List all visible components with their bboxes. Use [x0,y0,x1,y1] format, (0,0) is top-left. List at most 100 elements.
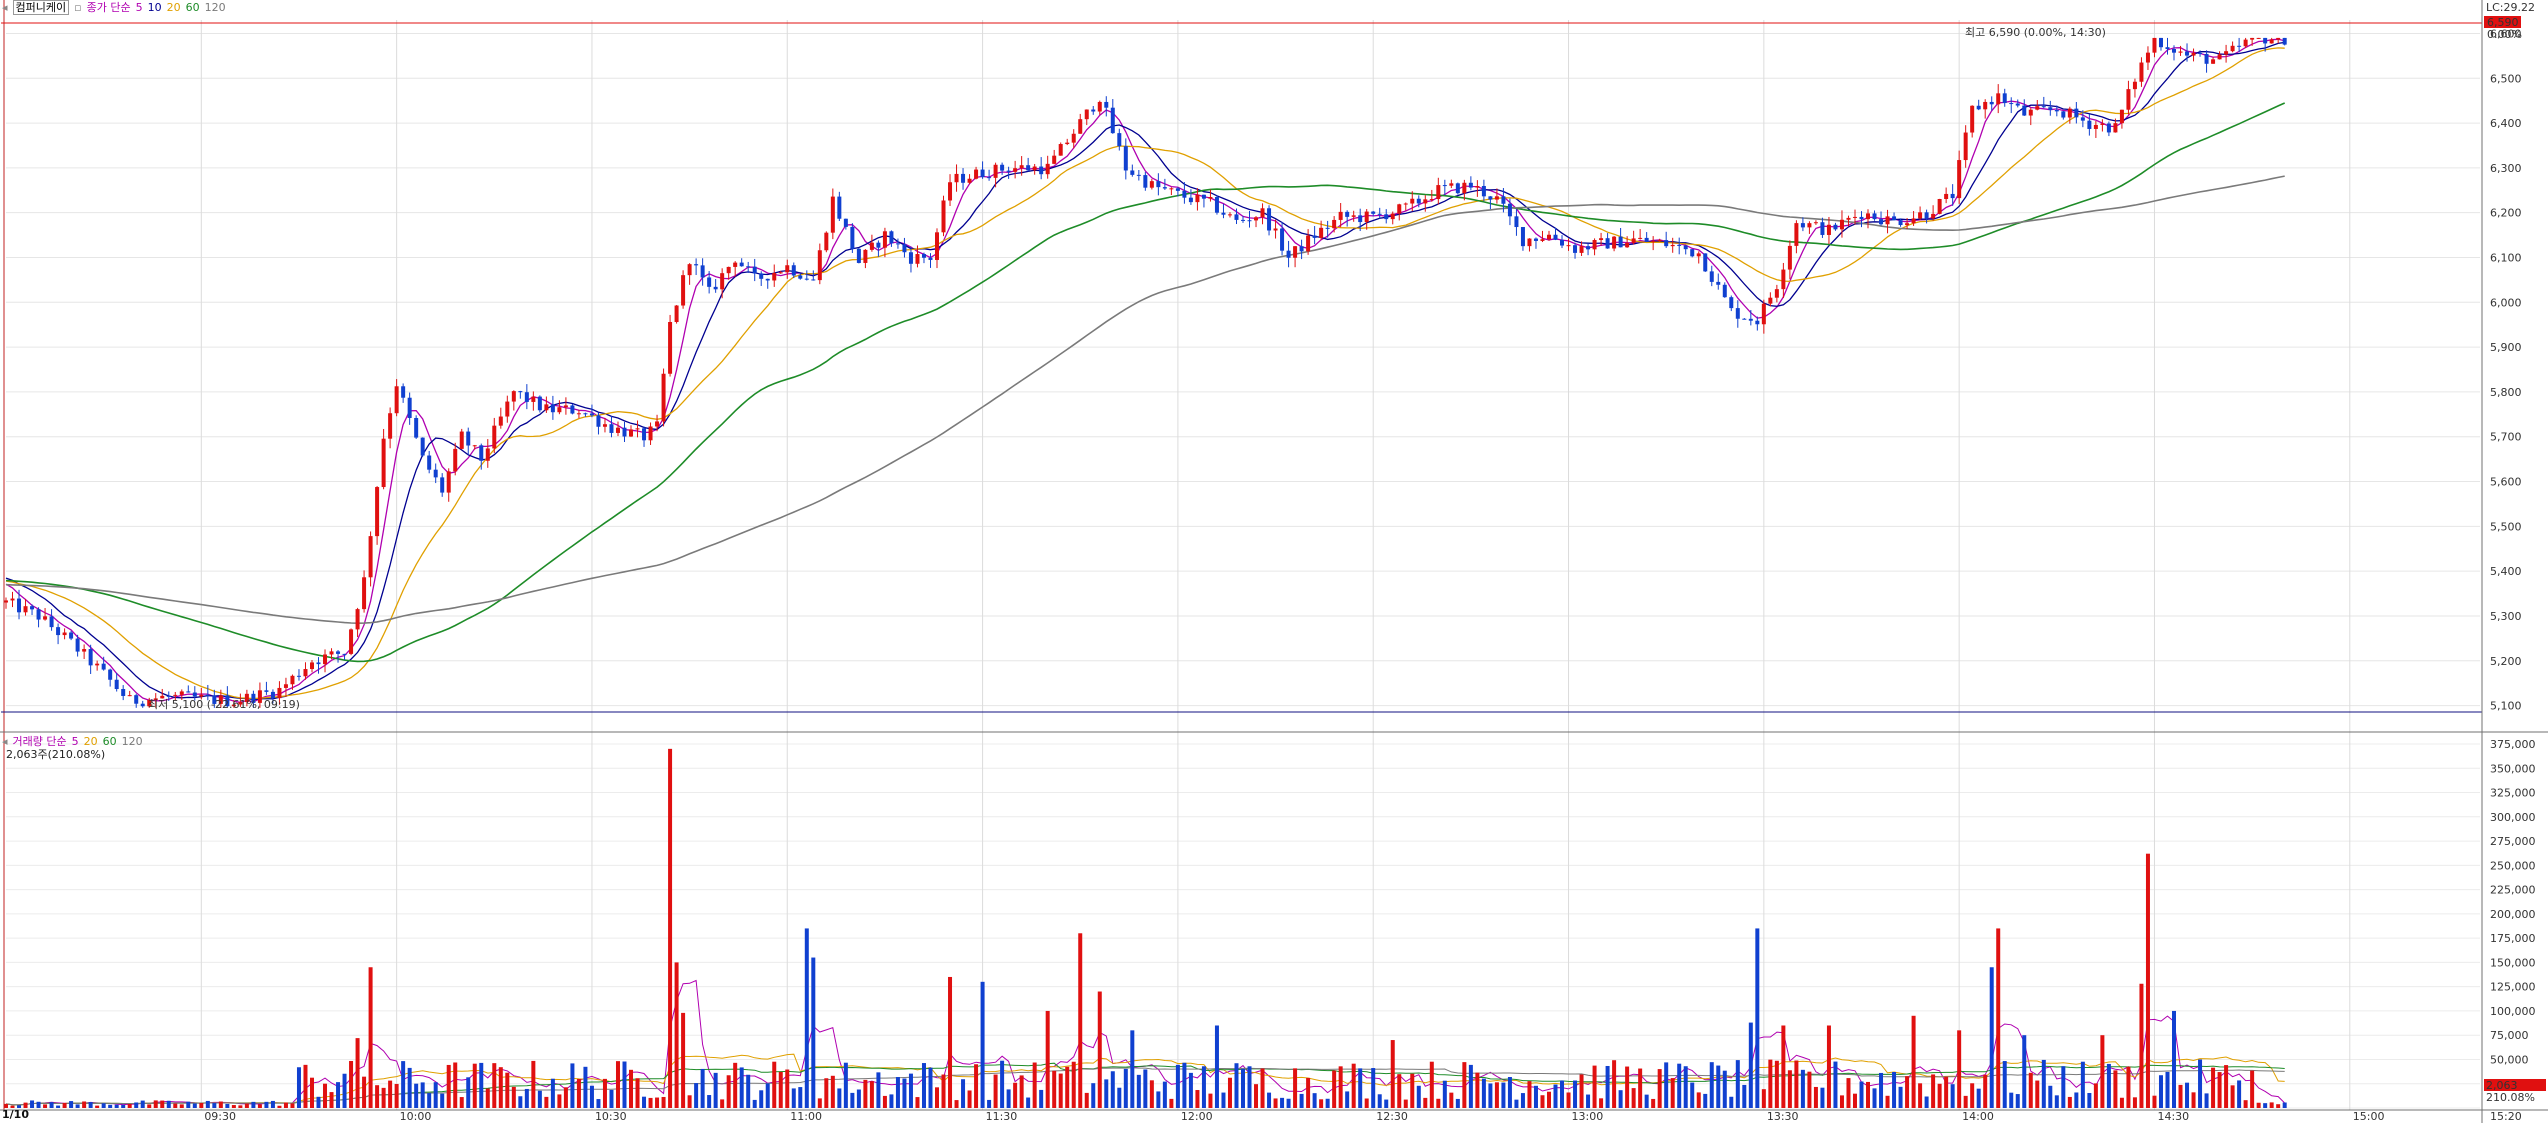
candle-body [1781,269,1786,290]
volume-bar [609,1089,614,1108]
volume-bar [2276,1104,2281,1108]
volume-bar [388,1080,393,1108]
volume-bar [2158,1075,2163,1108]
volume-bar [2198,1059,2203,1108]
volume-bar [2002,1061,2007,1108]
candle-body [1475,185,1480,188]
candle-body [1416,198,1421,204]
volume-bar [1664,1062,1669,1108]
candle-body [401,386,406,398]
volume-bar [1566,1092,1571,1108]
settings-icon[interactable]: ▫ [74,1,82,14]
volume-ma-5: 5 [71,735,79,748]
volume-bar [602,1078,607,1108]
time-tick-label: 10:00 [400,1110,432,1123]
volume-bar [1631,1088,1636,1108]
candle-body [1429,199,1434,201]
candle-body [2002,93,2007,104]
volume-bar [1221,1092,1226,1108]
candle-body [2243,39,2248,47]
candle-body [511,391,516,402]
volume-bar [2165,1071,2170,1108]
volume-bar [993,1074,998,1108]
candle-body [1293,246,1298,258]
candle-body [101,663,106,670]
candle-body [1267,208,1272,231]
candle-body [1104,101,1109,108]
candle-body [2093,124,2098,129]
candle-body [1670,244,1675,247]
volume-bar [153,1100,158,1108]
volume-bar [1032,1062,1037,1108]
volume-bar [733,1062,738,1108]
volume-bar [1507,1077,1512,1108]
candle-body [192,692,197,697]
volume-bar [1039,1089,1044,1108]
candle-body [355,609,360,630]
candle-body [1800,223,1805,228]
low-annotation: 최저 5,100 (-22.61%, 09:19) [148,698,300,711]
candle-body [967,178,972,183]
candle-body [1866,213,1871,220]
candle-body [1696,253,1701,257]
candle-body [1533,238,1538,241]
price-tick-label: 5,700 [2490,431,2522,444]
volume-bar [244,1103,249,1108]
volume-bar [479,1062,484,1108]
volume-collapse-icon[interactable]: ◂ [2,735,8,748]
candle-body [1358,215,1363,223]
candle-body [1208,197,1213,199]
current-price-tag-bg [2484,16,2521,28]
candle-body [1026,165,1031,171]
volume-bar [1885,1095,1890,1108]
candle-body [1846,217,1851,220]
price-ma-line-20 [5,47,2285,700]
stock-name[interactable]: 컴퍼니케이 [12,0,70,15]
candle-body [1462,182,1467,194]
volume-bar [902,1078,907,1108]
volume-bar [1807,1071,1812,1108]
candle-body [2230,45,2235,52]
volume-bar [1130,1030,1135,1108]
candle-body [1527,238,1532,247]
volume-bar [231,1105,236,1108]
candle-body [1599,238,1604,241]
volume-bar [674,962,679,1108]
candle-body [798,275,803,279]
collapse-icon[interactable]: ◂ [2,1,8,14]
candle-body [648,426,653,441]
candle-body [961,173,966,183]
candle-body [739,262,744,267]
volume-bar [2132,1097,2137,1108]
candle-body [1091,109,1096,112]
volume-bar [1423,1097,1428,1108]
candle-body [244,693,249,703]
candle-body [1195,194,1200,203]
volume-bar [635,1078,640,1108]
price-ma-line-60 [5,102,2286,663]
price-legend-prefix: 종가 단순 [86,1,131,14]
volume-bar [2243,1100,2248,1108]
volume-bar [629,1069,634,1108]
volume-bar [401,1061,406,1108]
candle-body [2256,37,2261,39]
candle-body [655,421,660,427]
candle-body [1019,165,1024,169]
candle-body [2250,37,2255,40]
volume-bar [2028,1072,2033,1108]
volume-bar [1182,1062,1187,1108]
volume-bar [589,1085,594,1108]
candle-body [1397,204,1402,214]
volume-bar [1729,1096,1734,1108]
volume-bar [1501,1082,1506,1108]
volume-bar [1989,967,1994,1108]
volume-bar [1755,928,1760,1108]
volume-bar [915,1097,920,1108]
candle-body [1384,214,1389,220]
volume-bar [375,1085,380,1108]
volume-bar [700,1068,705,1108]
volume-bar [1488,1083,1493,1108]
volume-bar [550,1078,555,1108]
candle-body [856,248,861,263]
